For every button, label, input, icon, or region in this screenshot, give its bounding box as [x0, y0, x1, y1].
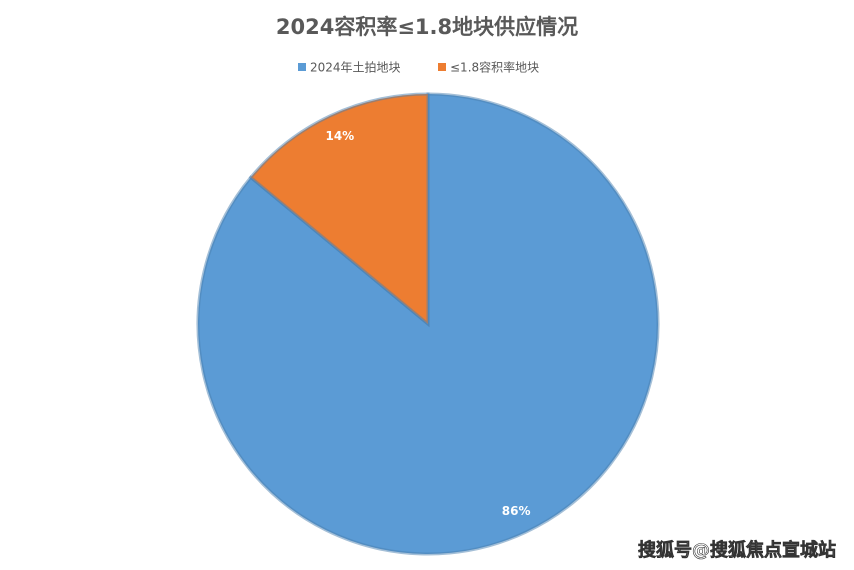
data-label: 14% [325, 129, 354, 143]
data-label: 86% [502, 504, 531, 518]
legend-swatch [298, 63, 306, 71]
legend-label: 2024年土拍地块 [310, 60, 401, 75]
legend-swatch [438, 63, 446, 71]
chart-title: 2024容积率≤1.8地块供应情况 [276, 15, 578, 39]
watermark: 搜狐号@搜狐焦点宣城站 [638, 539, 836, 561]
pie-slice [248, 92, 430, 328]
legend-label: ≤1.8容积率地块 [450, 60, 539, 75]
